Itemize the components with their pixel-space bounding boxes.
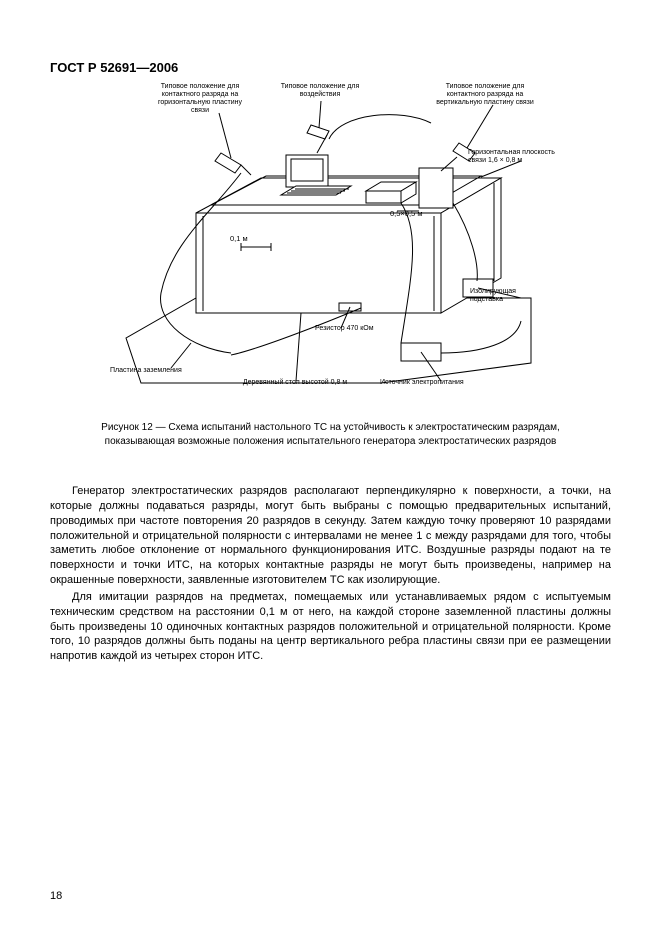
callout-resistor: Резистор 470 кОм [315,325,375,333]
callout-contact-vcp: Типовое положение для контактного разряд… [430,83,540,107]
document-header: ГОСТ Р 52691—2006 [50,60,611,75]
figure-caption-line2: показывающая возможные положения испытат… [105,436,557,447]
dim-0-5x0-5: 0,5×0,5 м [390,210,422,218]
paragraph-1: Генератор электростатических разрядов ра… [50,484,611,588]
page-number: 18 [50,890,62,902]
dim-0-1m: 0,1 м [230,235,248,243]
setup-diagram [101,83,561,403]
figure-caption-line1: Рисунок 12 — Схема испытаний настольного… [101,422,560,433]
callout-insulating: Изолирующая подставка [470,288,550,304]
callout-hcp-size: Горизонтальная плоскость связи 1,6 × 0,8… [468,149,568,165]
callout-ground-plane: Пластина заземления [110,367,210,375]
figure-caption: Рисунок 12 — Схема испытаний настольного… [90,421,571,448]
callout-contact-hcp: Типовое положение для контактного разряд… [155,83,245,115]
callout-wooden-table: Деревянный стол высотой 0,8 м [225,379,365,387]
callout-power-source: Источник электропитания [380,379,490,387]
paragraph-2: Для имитации разрядов на предметах, поме… [50,590,611,664]
callout-air-discharge: Типовое положение для воздействия [280,83,360,99]
figure-12: Типовое положение для контактного разряд… [50,83,611,403]
